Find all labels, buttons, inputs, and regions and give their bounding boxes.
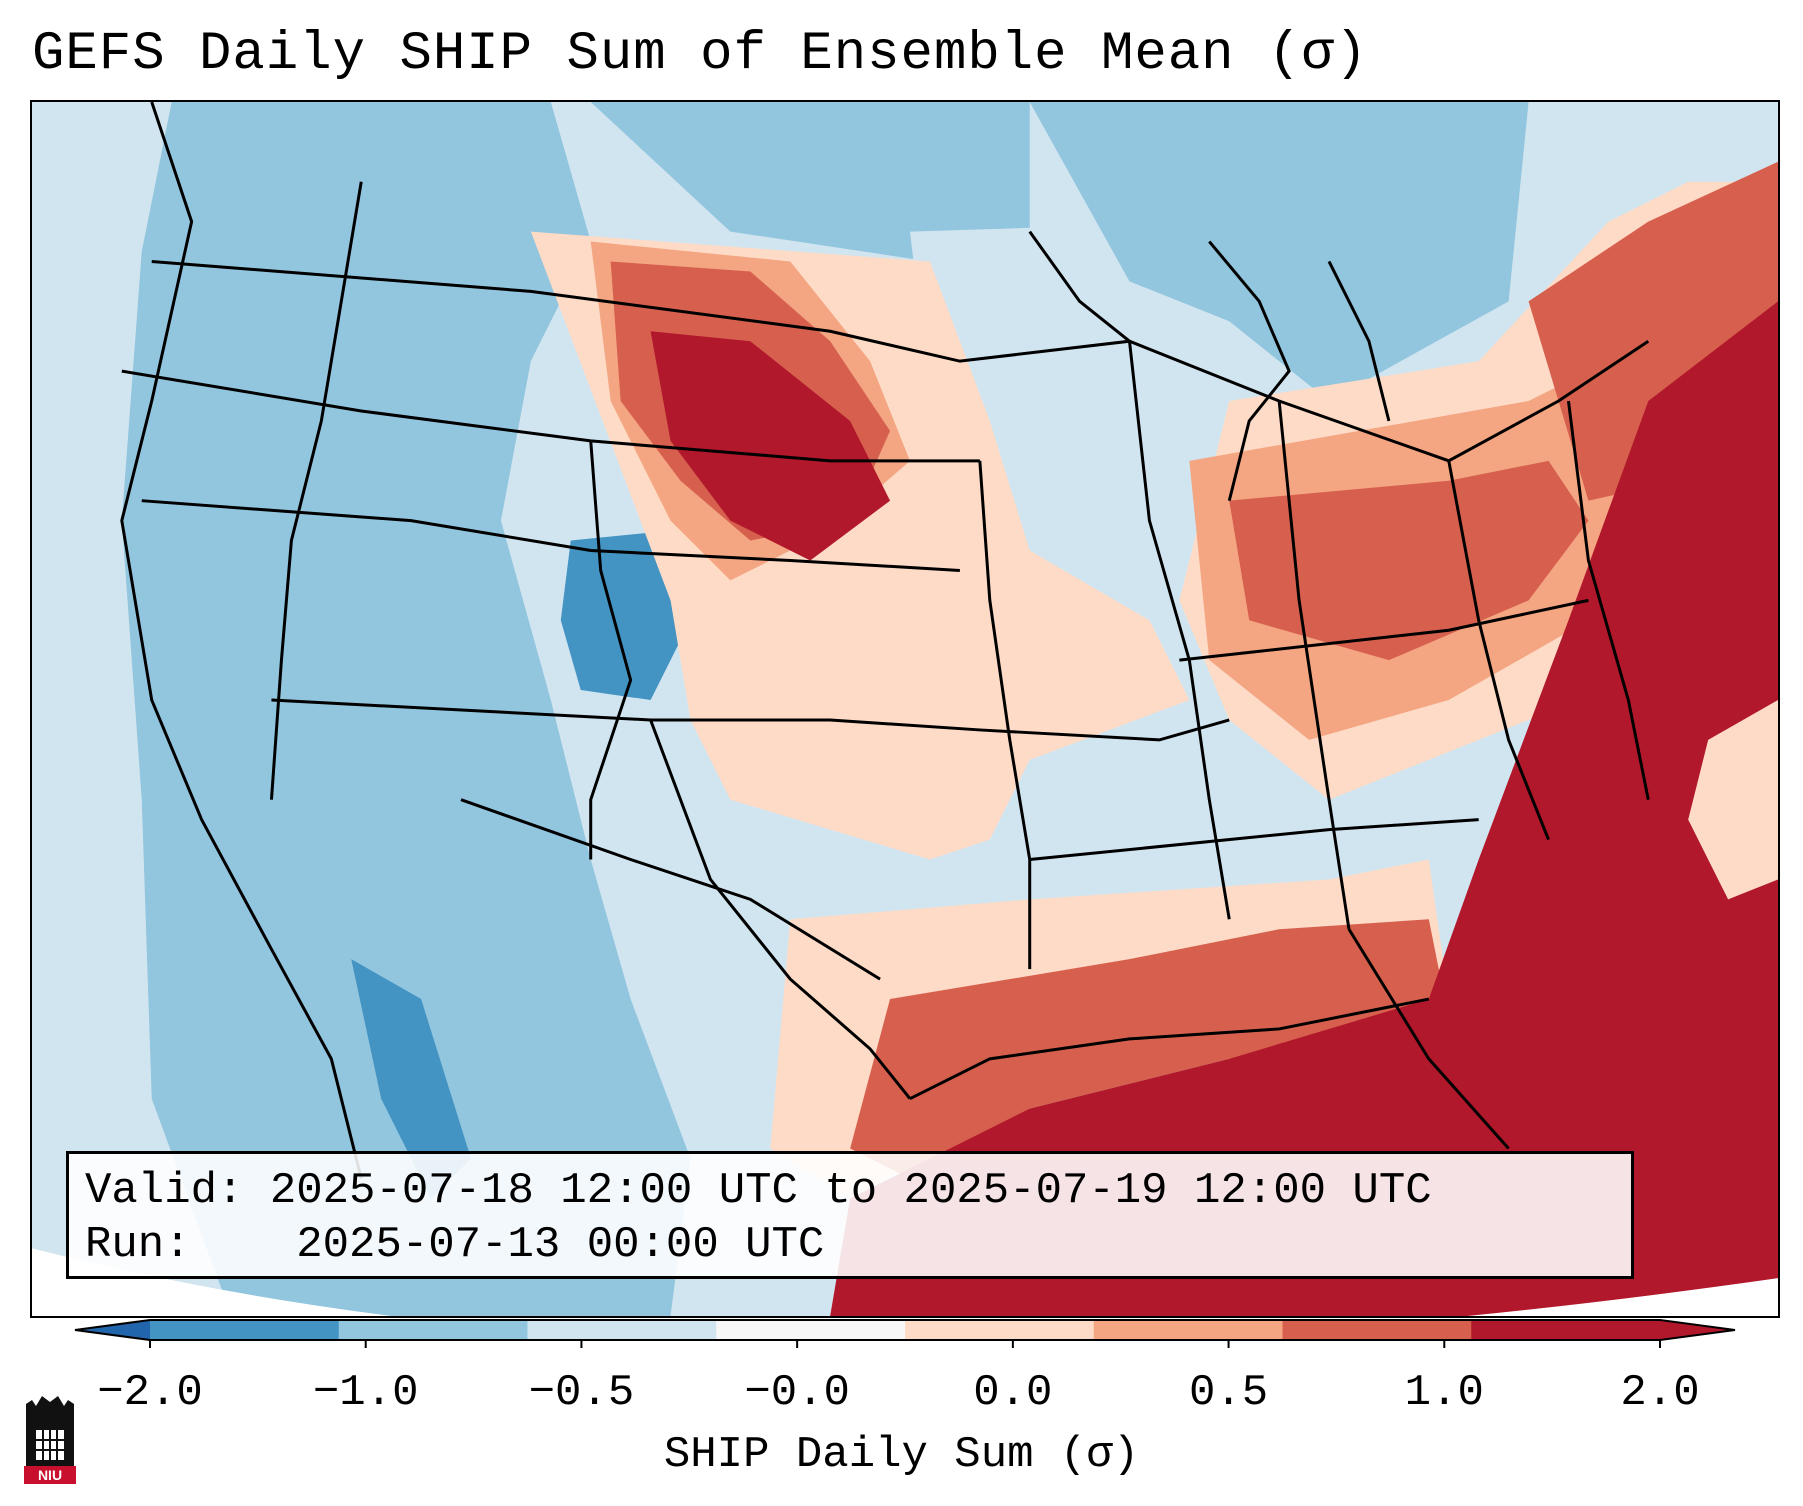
colorbar-label: SHIP Daily Sum (σ) [663,1430,1140,1480]
dakota-deep-red [650,331,891,561]
run-value: 2025-07-13 00:00 UTC [296,1220,825,1270]
colorbar [74,1319,1736,1348]
valid-label: Valid: [85,1166,244,1216]
colorbar-segment [716,1320,906,1340]
colorbar-segment [1471,1320,1661,1340]
niu-logo: NIU [24,1396,76,1484]
valid-value: 2025-07-18 12:00 UTC to 2025-07-19 12:00… [269,1166,1432,1216]
ohio-red [1229,460,1589,661]
canada-east-blue [1029,102,1529,402]
colorbar-segment [905,1320,1095,1340]
atlantic-deep-red [830,301,1778,1316]
colorbar-under-arrow [75,1320,150,1340]
colorbar-tick-label: 0.5 [1188,1368,1269,1418]
colorbar-over-arrow [1660,1320,1735,1340]
colorbar-segment [338,1320,528,1340]
colorbar-ticks: −2.0 −1.0 −0.5 −0.0 0.0 0.5 1.0 2.0 [0,1368,1803,1418]
ship-anomaly-map [32,102,1778,1316]
mexico-blue [351,959,471,1199]
valid-run-info-box: Valid: 2025-07-18 12:00 UTC to 2025-07-1… [66,1151,1634,1279]
colorbar-tick-label: −0.0 [744,1368,850,1418]
colorbar-tick-label: 0.0 [973,1368,1053,1418]
colorbar-segment [150,1320,340,1340]
borders [120,102,1650,1179]
colorbar-segment [1093,1320,1283,1340]
texas-coast-red [850,919,1449,1179]
run-label: Run: [85,1220,244,1270]
svg-text:NIU: NIU [38,1467,62,1483]
colorbar-tick-label: 2.0 [1620,1368,1700,1418]
map-panel [30,100,1780,1318]
colorbar-segment [1282,1320,1472,1340]
west-blue-region [121,102,691,1316]
colorbar-tick-label: −0.5 [528,1368,635,1418]
colorbar-tick-label: −1.0 [312,1368,419,1418]
colorbar-tick-label: 1.0 [1404,1368,1484,1418]
map-title: GEFS Daily SHIP Sum of Ensemble Mean (σ) [32,24,1369,85]
four-corners-blue [560,530,681,701]
north-plains-blue [590,102,1030,262]
atlantic-pink-patch [1688,700,1778,900]
outside-domain-arc [32,1248,1778,1316]
colorbar-tick-label: −2.0 [97,1368,203,1418]
colorbar-segments [150,1320,1661,1340]
colorbar-segment [527,1320,717,1340]
